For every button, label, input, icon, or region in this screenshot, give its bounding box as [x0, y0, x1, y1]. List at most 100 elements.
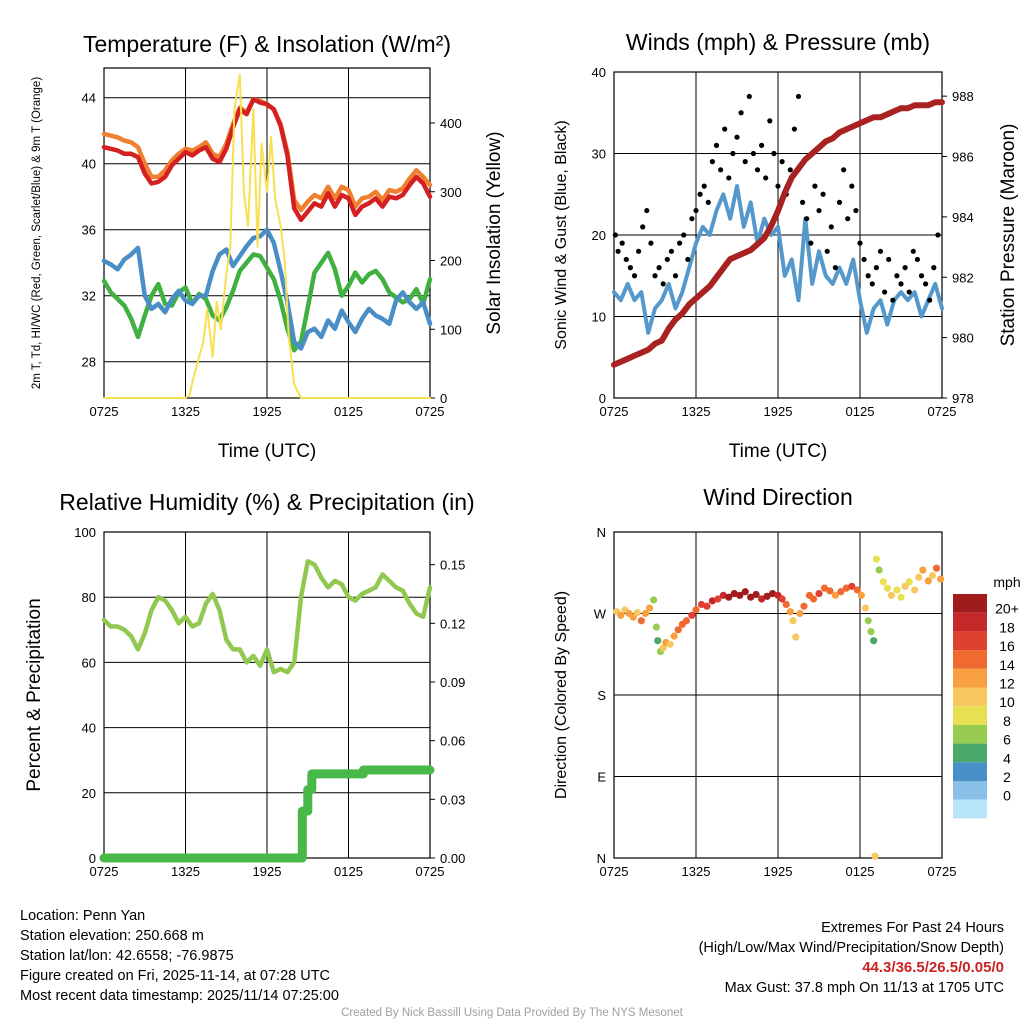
gust-point: [738, 110, 744, 116]
wind-direction-point: [782, 600, 790, 609]
panel-2-ytick-right-label: 980: [952, 331, 974, 346]
wind-direction-point: [688, 611, 696, 619]
panel-1-ylabel-right: Solar Insolation (Yellow): [484, 131, 505, 334]
wind-direction-point: [875, 566, 883, 574]
panel-3-xtick-label: 0725: [416, 864, 445, 879]
wind-direction-point: [924, 577, 932, 585]
gust-point: [795, 93, 802, 100]
gust-point: [902, 265, 908, 271]
gust-point: [771, 150, 777, 157]
gust-point: [877, 248, 884, 254]
panel-4-title: Wind Direction: [703, 484, 853, 510]
gust-point: [701, 183, 707, 189]
wind-direction-point: [654, 637, 662, 645]
panel-3-ytick-label: 60: [82, 655, 96, 670]
location-text: Location: Penn Yan: [20, 908, 146, 924]
wind-direction-point: [674, 626, 682, 634]
legend-swatch: [953, 762, 987, 781]
panel-3-ytick-label: 40: [82, 721, 96, 736]
panel-2-ytick-label: 0: [599, 391, 606, 406]
series-relative-humidity: [101, 559, 433, 675]
wind-direction-point: [928, 571, 937, 580]
wind-direction-point: [645, 604, 654, 612]
wind-direction-point: [857, 591, 865, 599]
wind-direction-point: [747, 593, 755, 601]
panel-2-ytick-label: 10: [592, 310, 606, 325]
gust-point: [775, 183, 781, 189]
gust-point: [640, 224, 646, 230]
wind-direction-point: [650, 596, 658, 604]
panel-1-xtick-label: 0125: [334, 404, 363, 419]
panel-4-ytick-label: W: [594, 607, 607, 622]
legend-label: 14: [999, 657, 1015, 673]
wind-direction-point: [786, 608, 794, 616]
panel-2-xtick-label: 0725: [600, 404, 629, 419]
panel-3-ytick-right-label: 0.12: [440, 616, 465, 631]
wind-direction-point: [864, 617, 872, 625]
panel-2-ytick-label: 20: [592, 228, 606, 243]
wind-direction-point: [768, 589, 777, 598]
gust-point: [923, 281, 929, 287]
panel-2-ytick-right-label: 978: [952, 391, 974, 406]
panel-3-ytick-right-label: 0.00: [440, 851, 465, 866]
panel-1-ytick-right-label: 300: [440, 185, 462, 200]
wind-direction-point: [792, 633, 800, 641]
gust-point: [619, 240, 625, 246]
series-precipitation: [99, 765, 435, 863]
wind-direction-point: [879, 578, 887, 586]
gust-point: [865, 273, 871, 279]
gust-point: [615, 248, 621, 254]
panel-4-xtick-label: 0125: [846, 864, 875, 879]
gust-point: [627, 265, 634, 271]
gust-point: [857, 240, 863, 246]
gust-point: [804, 216, 810, 222]
gust-point: [713, 142, 720, 148]
extremes-heading: Extremes For Past 24 Hours: [821, 920, 1004, 936]
wind-direction-point: [697, 600, 706, 609]
created-text: Figure created on Fri, 2025-11-14, at 07…: [20, 968, 331, 984]
series-sonic-wind: [612, 184, 944, 335]
wind-direction-point: [641, 609, 650, 618]
panel-4-frame: [613, 531, 943, 859]
wind-direction-point: [872, 555, 881, 563]
gust-point: [767, 118, 773, 124]
legend-label: 6: [1003, 732, 1011, 748]
wind-direction-point: [809, 595, 818, 603]
wind-direction-point: [867, 628, 875, 636]
panel-3-ytick-label: 0: [89, 851, 96, 866]
gust-point: [853, 207, 859, 214]
legend-swatch: [953, 631, 987, 651]
gust-point: [636, 248, 642, 254]
gust-point: [914, 256, 921, 263]
panel-2-xtick-label: 0125: [846, 404, 875, 419]
gust-point: [927, 297, 933, 303]
panel-4-ytick-label: E: [597, 770, 606, 785]
wind-direction-point: [915, 573, 923, 581]
wind-direction-point: [871, 852, 879, 860]
series-2m-t: [101, 97, 433, 223]
panel-1-ytick-right-label: 400: [440, 116, 462, 131]
panel-1-xtick-label: 1325: [171, 404, 200, 419]
panel-1-ytick-right-label: 0: [440, 391, 447, 406]
wind-direction-point: [911, 586, 919, 594]
gust-point: [664, 256, 670, 263]
gust-point: [836, 199, 843, 205]
gust-point: [869, 281, 875, 287]
gust-point: [906, 289, 912, 295]
panel-2-ytick-right-label: 984: [952, 210, 974, 225]
panel-3-xtick-label: 1325: [171, 864, 200, 879]
panel-4-xtick-label: 0725: [928, 864, 957, 879]
wind-direction-point: [815, 589, 823, 598]
gust-point: [820, 191, 826, 197]
gust-point: [693, 207, 699, 214]
gust-point: [672, 273, 679, 279]
panel-2-xtick-label: 0725: [928, 404, 957, 419]
latlon-text: Station lat/lon: 42.6558; -76.9875: [20, 948, 234, 964]
wind-direction-point: [905, 578, 913, 586]
legend-swatch: [953, 650, 987, 669]
panel-3-ytick-label: 100: [74, 525, 96, 540]
wind-direction-point: [659, 644, 667, 652]
legend-swatch: [953, 799, 987, 819]
panel-3-ytick-label: 20: [82, 786, 96, 801]
